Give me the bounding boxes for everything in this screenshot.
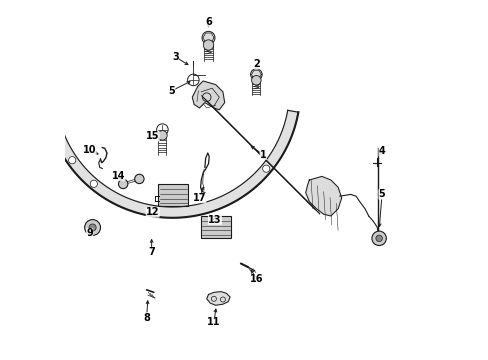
Text: 6: 6 (204, 17, 211, 27)
Polygon shape (192, 81, 224, 110)
Text: 17: 17 (192, 193, 206, 203)
Text: 9: 9 (86, 228, 93, 238)
FancyBboxPatch shape (201, 216, 231, 238)
Text: 14: 14 (112, 171, 125, 181)
Polygon shape (206, 292, 230, 305)
Text: 8: 8 (143, 312, 150, 323)
Text: 13: 13 (208, 215, 221, 225)
Circle shape (90, 180, 97, 187)
Text: 15: 15 (145, 131, 159, 141)
Text: 1: 1 (259, 150, 266, 160)
Circle shape (262, 165, 269, 172)
FancyBboxPatch shape (158, 184, 187, 206)
Polygon shape (49, 110, 298, 218)
Text: 7: 7 (148, 247, 155, 257)
Circle shape (89, 224, 96, 231)
Polygon shape (305, 176, 341, 216)
Circle shape (118, 179, 127, 189)
Text: 3: 3 (172, 52, 179, 62)
Text: 12: 12 (145, 207, 159, 217)
Circle shape (371, 231, 386, 246)
Circle shape (202, 31, 215, 44)
Circle shape (250, 69, 262, 80)
Text: 5: 5 (378, 189, 385, 199)
Text: 5: 5 (168, 86, 175, 96)
Circle shape (68, 157, 76, 164)
Circle shape (375, 235, 382, 242)
Text: 16: 16 (250, 274, 264, 284)
Circle shape (203, 40, 213, 50)
Circle shape (157, 131, 167, 140)
Circle shape (134, 174, 144, 184)
Circle shape (251, 76, 261, 85)
Text: 10: 10 (83, 145, 96, 156)
Circle shape (84, 220, 101, 235)
Text: 11: 11 (207, 317, 220, 327)
Text: 2: 2 (253, 59, 260, 69)
Text: 4: 4 (378, 146, 385, 156)
